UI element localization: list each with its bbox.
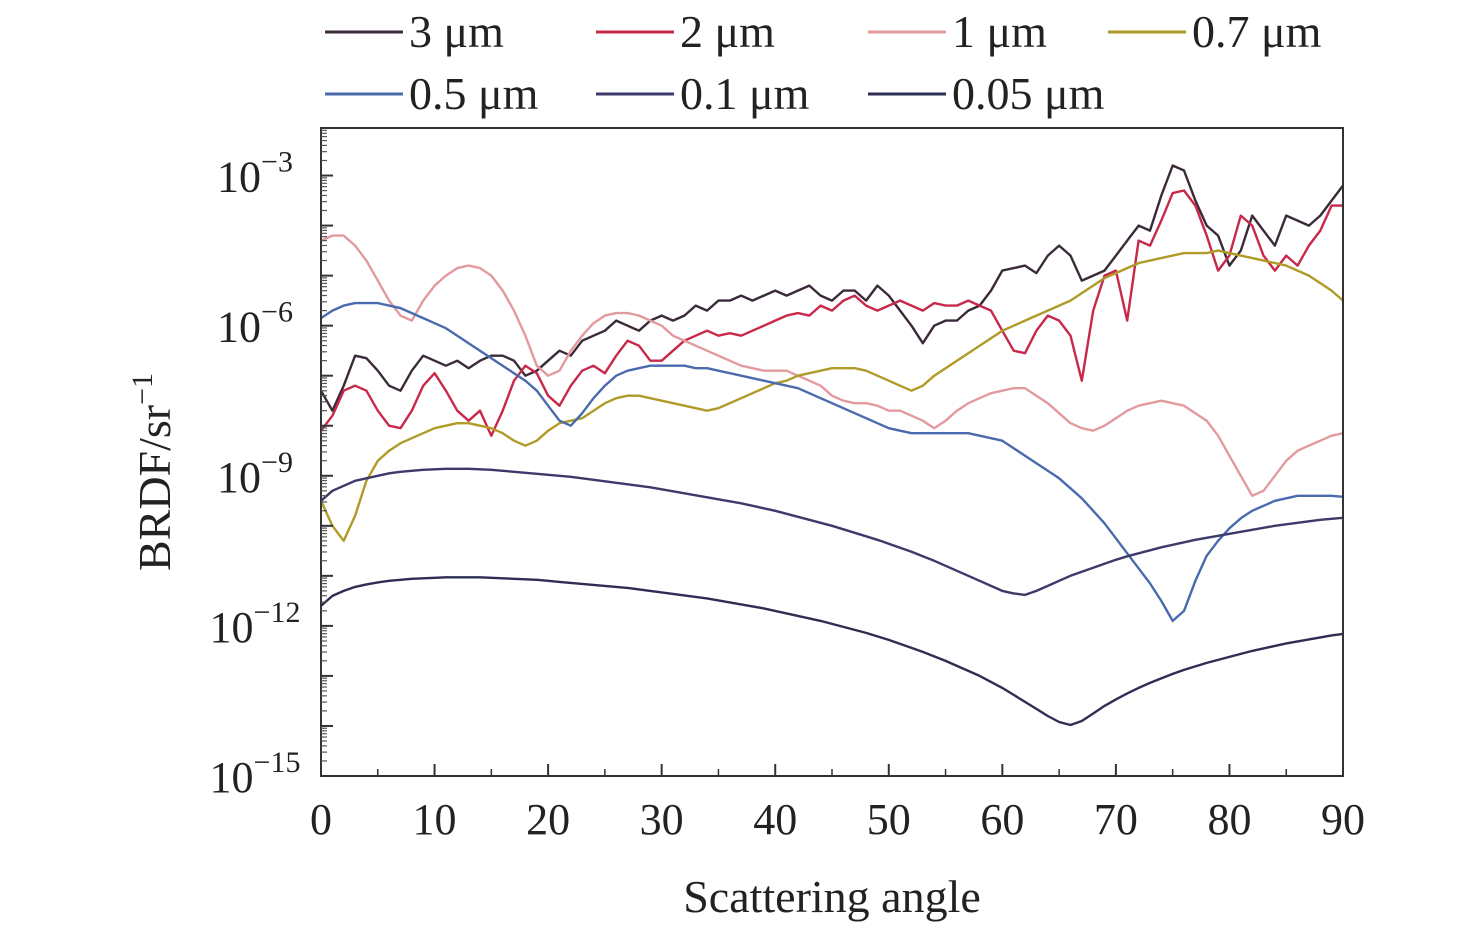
series-line-6 bbox=[320, 576, 1344, 727]
legend: 3 μm 2 μm 1 μm 0.7 μm 0.5 μm 0.1 μm 0.05 μm bbox=[325, 6, 1322, 119]
y-tick-label--9: 10−9 bbox=[217, 446, 293, 502]
x-tick-label-30: 30 bbox=[640, 795, 684, 844]
y-tick-label--12: 10−12 bbox=[210, 596, 301, 652]
legend-label-2: 1 μm bbox=[952, 6, 1047, 57]
y-tick-label--3: 10−3 bbox=[217, 146, 293, 202]
x-axis-title: Scattering angle bbox=[683, 871, 981, 922]
legend-label-6: 0.05 μm bbox=[952, 68, 1105, 119]
series-line-2 bbox=[320, 234, 1344, 497]
x-tick-label-20: 20 bbox=[526, 795, 570, 844]
plot-area: 0 10 20 30 40 50 60 70 80 90 10−1510−1210−910−610… bbox=[210, 127, 1365, 844]
legend-label-0: 3 μm bbox=[409, 6, 504, 57]
series-line-5 bbox=[320, 467, 1344, 597]
y-axis-title: BRDF/sr−1 bbox=[126, 373, 180, 571]
y-tick-label--6: 10−6 bbox=[217, 296, 293, 352]
x-tick-label-40: 40 bbox=[753, 795, 797, 844]
x-axis: 0 10 20 30 40 50 60 70 80 90 bbox=[310, 764, 1365, 844]
x-tick-label-70: 70 bbox=[1094, 795, 1138, 844]
series-line-0 bbox=[319, 164, 1344, 412]
x-tick-label-10: 10 bbox=[413, 795, 457, 844]
legend-label-5: 0.1 μm bbox=[680, 68, 810, 119]
x-tick-label-80: 80 bbox=[1207, 795, 1251, 844]
x-tick-label-50: 50 bbox=[867, 795, 911, 844]
legend-label-4: 0.5 μm bbox=[409, 68, 539, 119]
y-tick-label--15: 10−15 bbox=[210, 746, 301, 802]
series-line-4 bbox=[320, 301, 1344, 623]
y-axis-title-main: BRDF/sr bbox=[129, 405, 180, 571]
x-tick-label-60: 60 bbox=[980, 795, 1024, 844]
plot-frame bbox=[320, 127, 1344, 777]
legend-label-3: 0.7 μm bbox=[1192, 6, 1322, 57]
series-lines bbox=[319, 164, 1344, 727]
y-axis-title-text: BRDF/sr−1 bbox=[126, 373, 180, 571]
x-tick-label-90: 90 bbox=[1321, 795, 1365, 844]
series-line-3 bbox=[319, 249, 1344, 542]
y-axis-title-exponent: −1 bbox=[126, 373, 159, 405]
y-axis: 10−15 10−12 10−9 10−6 10−3 bbox=[210, 129, 333, 802]
series-line-1 bbox=[320, 189, 1343, 437]
legend-label-1: 2 μm bbox=[680, 6, 775, 57]
x-tick-label-0: 0 bbox=[310, 795, 332, 844]
